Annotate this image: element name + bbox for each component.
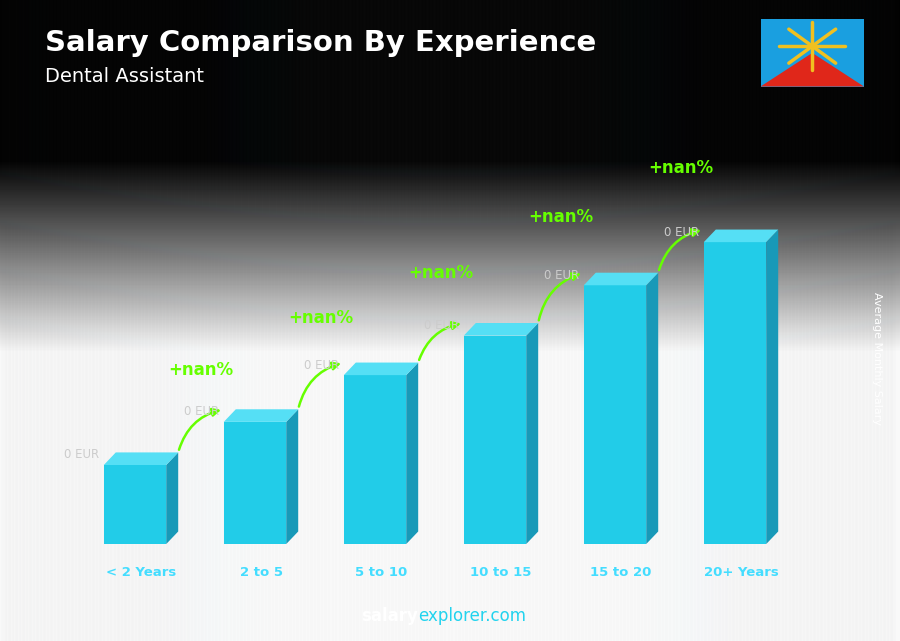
- Polygon shape: [646, 272, 658, 544]
- Text: +nan%: +nan%: [528, 208, 594, 226]
- Text: 10 to 15: 10 to 15: [471, 565, 532, 579]
- Polygon shape: [104, 453, 178, 465]
- Polygon shape: [766, 229, 778, 544]
- Polygon shape: [224, 410, 298, 422]
- Text: explorer.com: explorer.com: [418, 607, 526, 625]
- Text: Dental Assistant: Dental Assistant: [45, 67, 204, 87]
- Polygon shape: [704, 229, 778, 242]
- Polygon shape: [464, 336, 526, 544]
- Polygon shape: [584, 285, 646, 544]
- Polygon shape: [760, 19, 864, 87]
- Text: +nan%: +nan%: [409, 263, 473, 281]
- Text: +nan%: +nan%: [648, 160, 714, 178]
- Polygon shape: [464, 323, 538, 336]
- Text: 0 EUR: 0 EUR: [544, 269, 579, 281]
- Text: 15 to 20: 15 to 20: [590, 565, 652, 579]
- Polygon shape: [104, 465, 166, 544]
- Polygon shape: [286, 410, 298, 544]
- Polygon shape: [760, 53, 864, 87]
- Polygon shape: [344, 363, 418, 375]
- Text: Salary Comparison By Experience: Salary Comparison By Experience: [45, 29, 596, 57]
- Polygon shape: [584, 272, 658, 285]
- Polygon shape: [526, 323, 538, 544]
- Text: 0 EUR: 0 EUR: [664, 226, 699, 238]
- Text: 0 EUR: 0 EUR: [64, 449, 99, 462]
- Polygon shape: [344, 375, 406, 544]
- Text: salary: salary: [362, 607, 418, 625]
- Text: Average Monthly Salary: Average Monthly Salary: [872, 292, 883, 426]
- Polygon shape: [166, 453, 178, 544]
- Text: +nan%: +nan%: [168, 361, 234, 379]
- Text: 5 to 10: 5 to 10: [355, 565, 407, 579]
- Text: 2 to 5: 2 to 5: [239, 565, 283, 579]
- Polygon shape: [704, 242, 766, 544]
- Text: +nan%: +nan%: [288, 308, 354, 327]
- Text: 20+ Years: 20+ Years: [704, 565, 778, 579]
- Text: 0 EUR: 0 EUR: [424, 319, 459, 332]
- Text: 0 EUR: 0 EUR: [184, 405, 219, 419]
- Polygon shape: [406, 363, 419, 544]
- Text: 0 EUR: 0 EUR: [304, 358, 339, 372]
- Text: < 2 Years: < 2 Years: [106, 565, 176, 579]
- Polygon shape: [224, 422, 286, 544]
